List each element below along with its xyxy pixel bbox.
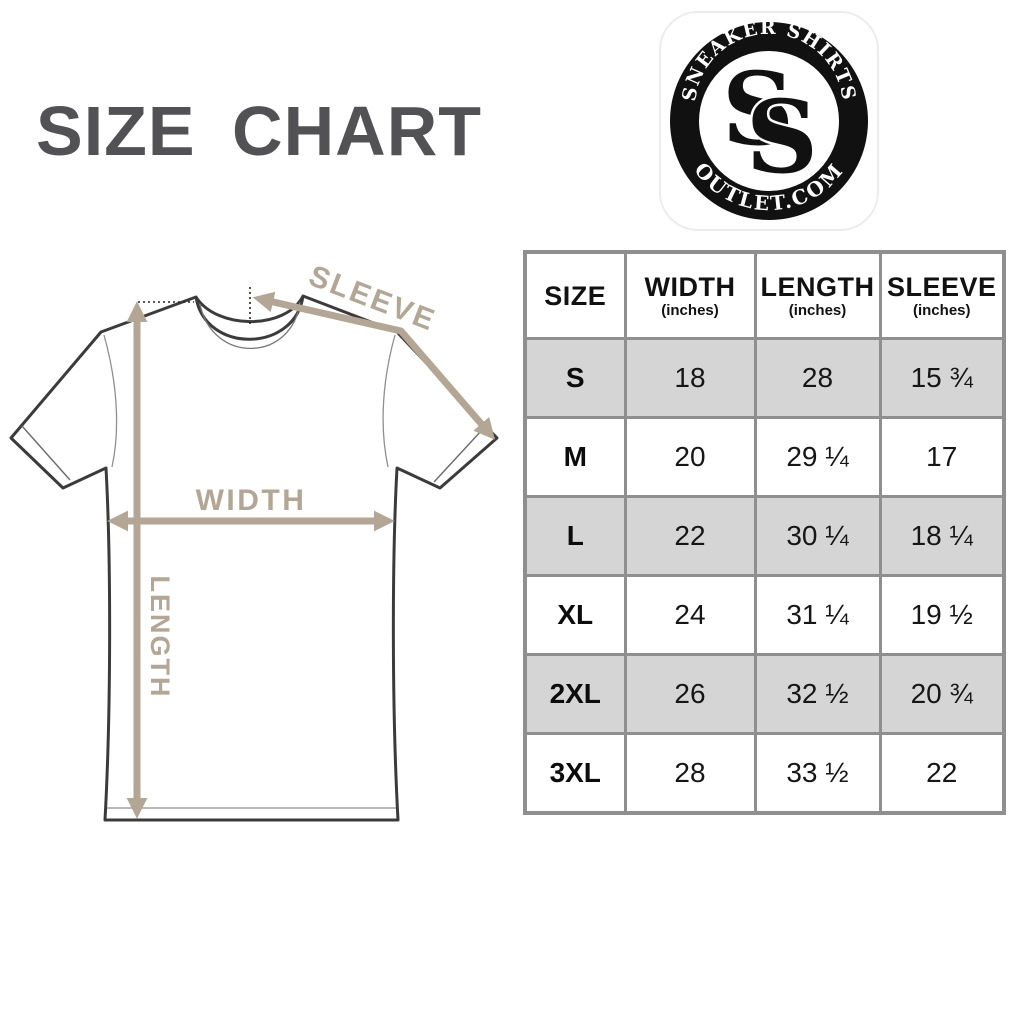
length-value-cell: 28 bbox=[753, 337, 882, 419]
column-header-sleeve: SLEEVE (inches) bbox=[878, 250, 1006, 340]
width-value-cell: 26 bbox=[623, 653, 757, 735]
width-value-cell: 20 bbox=[623, 416, 757, 498]
brand-logo: SNEAKER SHIRTS OUTLET.COM S S bbox=[659, 11, 879, 231]
left-armhole-seam bbox=[103, 334, 118, 468]
size-row-m: M 20 29 ¼ 17 bbox=[523, 416, 1006, 498]
column-header-sublabel: (inches) bbox=[912, 301, 971, 319]
sleeve-value-cell: 20 ¾ bbox=[878, 653, 1006, 735]
size-table-body: S 18 28 15 ¾ M 20 29 ¼ 17 L 22 30 ¼ 18 ¼ XL 24 31 ¼ 19 … bbox=[523, 337, 1006, 815]
logo-monogram-s-back: S bbox=[722, 50, 794, 168]
size-row-xl: XL 24 31 ¼ 19 ½ bbox=[523, 574, 1006, 656]
size-row-l: L 22 30 ¼ 18 ¼ bbox=[523, 495, 1006, 577]
size-row-s: S 18 28 15 ¾ bbox=[523, 337, 1006, 419]
column-header-sublabel: (inches) bbox=[661, 301, 719, 319]
length-value-cell: 32 ½ bbox=[753, 653, 882, 735]
size-cell: 2XL bbox=[523, 653, 627, 735]
logo-inner-circle bbox=[699, 51, 839, 191]
column-header-label: WIDTH bbox=[644, 271, 736, 302]
length-label: LENGTH bbox=[145, 576, 175, 699]
tshirt-outline bbox=[9, 294, 499, 822]
left-cuff-seam bbox=[21, 425, 71, 481]
length-value-cell: 31 ¼ bbox=[753, 574, 882, 656]
size-cell: L bbox=[523, 495, 627, 577]
size-table: SIZE WIDTH (inches) LENGTH (inches) SLEEVE (in… bbox=[523, 250, 1006, 815]
sleeve-value-cell: 18 ¼ bbox=[878, 495, 1006, 577]
size-table-header-row: SIZE WIDTH (inches) LENGTH (inches) SLEEVE (in… bbox=[523, 250, 1006, 340]
size-row-2xl: 2XL 26 32 ½ 20 ¾ bbox=[523, 653, 1006, 735]
page-title: SIZE CHART bbox=[36, 92, 482, 170]
size-cell: M bbox=[523, 416, 627, 498]
size-row-3xl: 3XL 28 33 ½ 22 bbox=[523, 732, 1006, 815]
sleeve-value-cell: 15 ¾ bbox=[878, 337, 1006, 419]
length-value-cell: 29 ¼ bbox=[753, 416, 882, 498]
size-cell: 3XL bbox=[523, 732, 627, 815]
sleeve-value-cell: 17 bbox=[878, 416, 1006, 498]
column-header-label: LENGTH bbox=[760, 271, 875, 302]
size-cell: S bbox=[523, 337, 627, 419]
width-label: WIDTH bbox=[196, 484, 307, 517]
length-value-cell: 33 ½ bbox=[753, 732, 882, 815]
width-value-cell: 24 bbox=[623, 574, 757, 656]
column-header-size: SIZE bbox=[523, 250, 627, 340]
width-value-cell: 22 bbox=[623, 495, 757, 577]
column-header-width: WIDTH (inches) bbox=[623, 250, 757, 340]
column-header-label: SLEEVE bbox=[886, 271, 997, 302]
column-header-sublabel: (inches) bbox=[788, 301, 847, 319]
sleeve-value-cell: 22 bbox=[878, 732, 1006, 815]
sleeve-arrow bbox=[252, 291, 495, 440]
column-header-length: LENGTH (inches) bbox=[753, 250, 882, 340]
width-value-cell: 18 bbox=[623, 337, 757, 419]
width-value-cell: 28 bbox=[623, 732, 757, 815]
sleeve-value-cell: 19 ½ bbox=[878, 574, 1006, 656]
logo-monogram-s-front: S bbox=[746, 78, 818, 196]
length-value-cell: 30 ¼ bbox=[753, 495, 882, 577]
size-cell: XL bbox=[523, 574, 627, 656]
column-header-label: SIZE bbox=[544, 280, 607, 311]
tshirt-diagram: WIDTH LENGTH SLEEVE bbox=[9, 259, 499, 822]
